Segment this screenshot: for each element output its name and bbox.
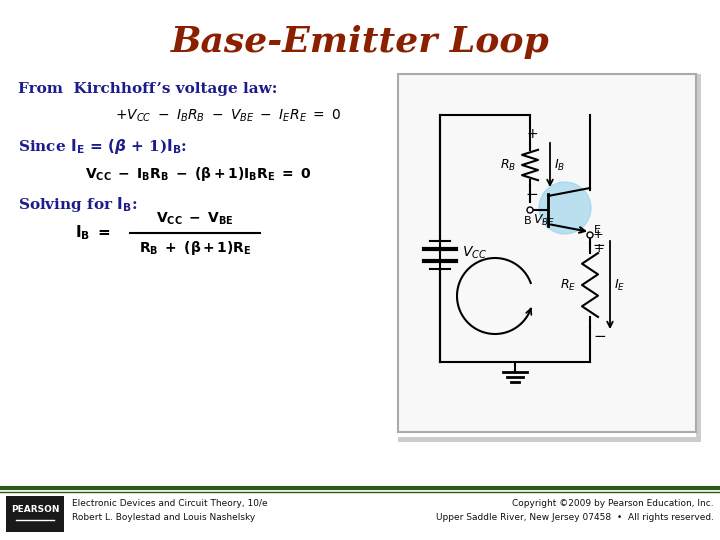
Text: $I_B$: $I_B$: [554, 158, 565, 173]
Text: $+ V_{CC}\ -\ I_B R_B\ -\ V_{BE}\ -\ I_E R_E\ =\ 0$: $+ V_{CC}\ -\ I_B R_B\ -\ V_{BE}\ -\ I_E…: [115, 108, 341, 124]
Text: Copyright ©2009 by Pearson Education, Inc.: Copyright ©2009 by Pearson Education, In…: [513, 500, 714, 509]
Text: +: +: [593, 228, 603, 241]
Text: E: E: [594, 225, 601, 235]
Text: Robert L. Boylestad and Louis Nashelsky: Robert L. Boylestad and Louis Nashelsky: [72, 514, 256, 523]
Text: Since $\mathbf{I_E}$ = $\boldsymbol{(\beta}$ + 1)$\mathbf{I_B}$:: Since $\mathbf{I_E}$ = $\boldsymbol{(\be…: [18, 137, 187, 156]
Text: Base-Emitter Loop: Base-Emitter Loop: [171, 25, 549, 59]
Text: Upper Saddle River, New Jersey 07458  •  All rights reserved.: Upper Saddle River, New Jersey 07458 • A…: [436, 514, 714, 523]
Circle shape: [587, 232, 593, 238]
Text: $I_E$: $I_E$: [614, 278, 625, 293]
Text: $\mathbf{V_{CC}\ -\ I_B R_B\ -\ (\beta+1)I_B R_E\ =\ 0}$: $\mathbf{V_{CC}\ -\ I_B R_B\ -\ (\beta+1…: [85, 165, 312, 183]
Text: PEARSON: PEARSON: [11, 505, 59, 515]
Text: −: −: [593, 329, 606, 344]
Text: $\mathbf{R_B\ +\ (\beta+1)R_E}$: $\mathbf{R_B\ +\ (\beta+1)R_E}$: [139, 239, 251, 257]
Text: Electronic Devices and Circuit Theory, 10/e: Electronic Devices and Circuit Theory, 1…: [72, 500, 268, 509]
Circle shape: [527, 207, 533, 213]
Bar: [398, 437, 701, 442]
Text: From  Kirchhoff’s voltage law:: From Kirchhoff’s voltage law:: [18, 82, 277, 96]
Text: $R_E$: $R_E$: [559, 278, 576, 293]
Circle shape: [539, 182, 591, 234]
Text: +: +: [594, 242, 605, 255]
Text: +: +: [526, 127, 538, 141]
Bar: [6, 496, 64, 532]
Text: $R_B$: $R_B$: [500, 158, 516, 173]
Text: $V_{CC}$: $V_{CC}$: [462, 245, 487, 261]
Text: $\mathbf{V_{CC}\ -\ V_{BE}}$: $\mathbf{V_{CC}\ -\ V_{BE}}$: [156, 211, 234, 227]
Text: B: B: [524, 216, 532, 226]
Bar: [398, 74, 696, 432]
Bar: [696, 74, 701, 437]
Text: $\mathbf{I_B\ =}$: $\mathbf{I_B\ =}$: [75, 224, 110, 242]
Text: −: −: [526, 187, 539, 202]
Text: −: −: [592, 238, 605, 253]
Text: $V_{BE}$: $V_{BE}$: [533, 213, 555, 228]
Text: Solving for $\mathbf{I_B}$:: Solving for $\mathbf{I_B}$:: [18, 195, 138, 214]
